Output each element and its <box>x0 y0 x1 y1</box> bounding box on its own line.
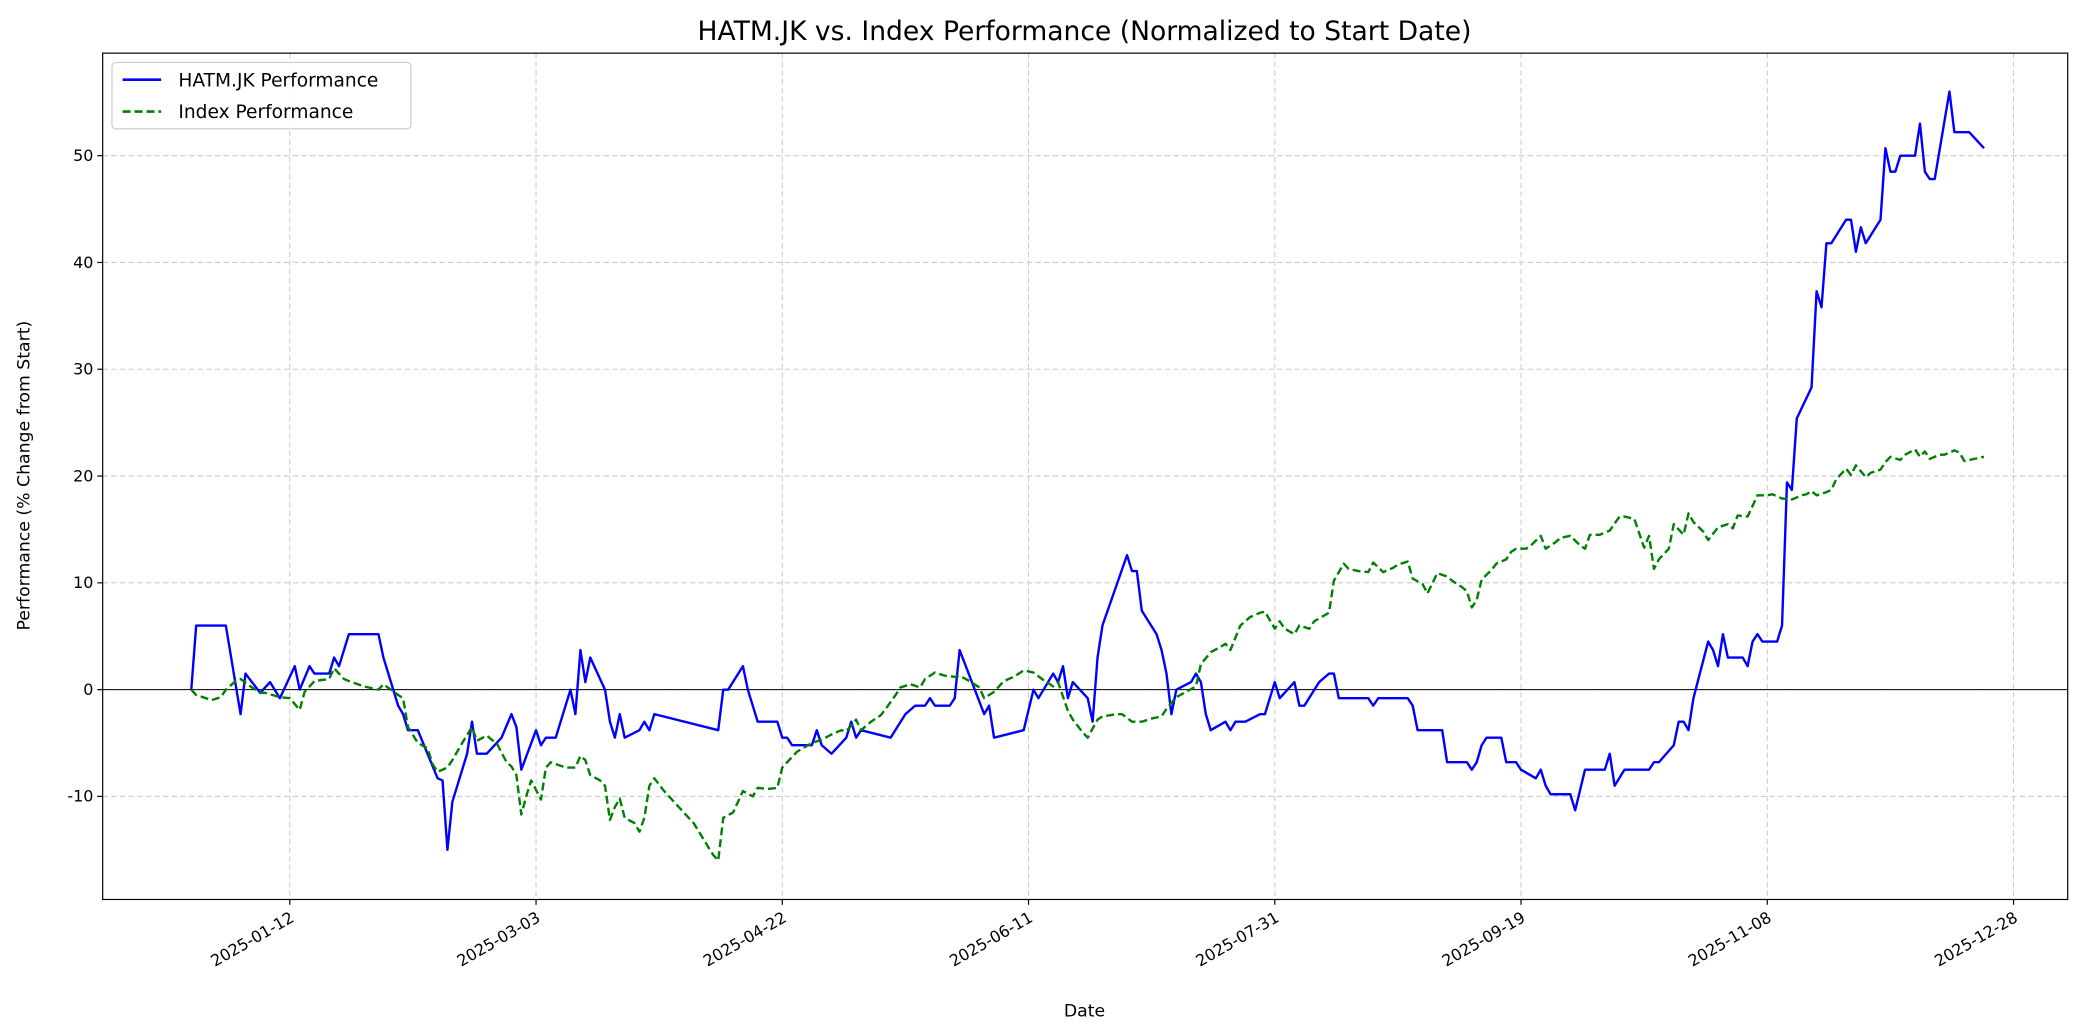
hatm-performance-line <box>190 90 1985 851</box>
y-tick-label: 30 <box>73 360 93 379</box>
y-tick-label: 0 <box>83 680 93 699</box>
y-tick-label: 20 <box>73 466 93 485</box>
legend-label-index: Index Performance <box>178 102 353 123</box>
y-tick-label: -10 <box>67 787 93 806</box>
y-tick-label: 10 <box>73 573 93 592</box>
y-axis-ticks: -10 0 10 20 30 40 50 <box>67 146 103 806</box>
index-performance-line <box>190 448 1985 862</box>
legend: HATM.JK Performance Index Performance <box>111 61 412 130</box>
y-tick-label: 50 <box>73 146 93 165</box>
legend-label-hatm: HATM.JK Performance <box>178 70 378 91</box>
x-axis-label: Date <box>1064 1001 1105 1021</box>
legend-box <box>111 61 412 130</box>
chart-title: HATM.JK vs. Index Performance (Normalize… <box>698 16 1472 47</box>
y-axis-label: Performance (% Change from Start) <box>15 321 35 631</box>
y-tick-label: 40 <box>73 253 93 272</box>
plot-area <box>102 90 2068 862</box>
